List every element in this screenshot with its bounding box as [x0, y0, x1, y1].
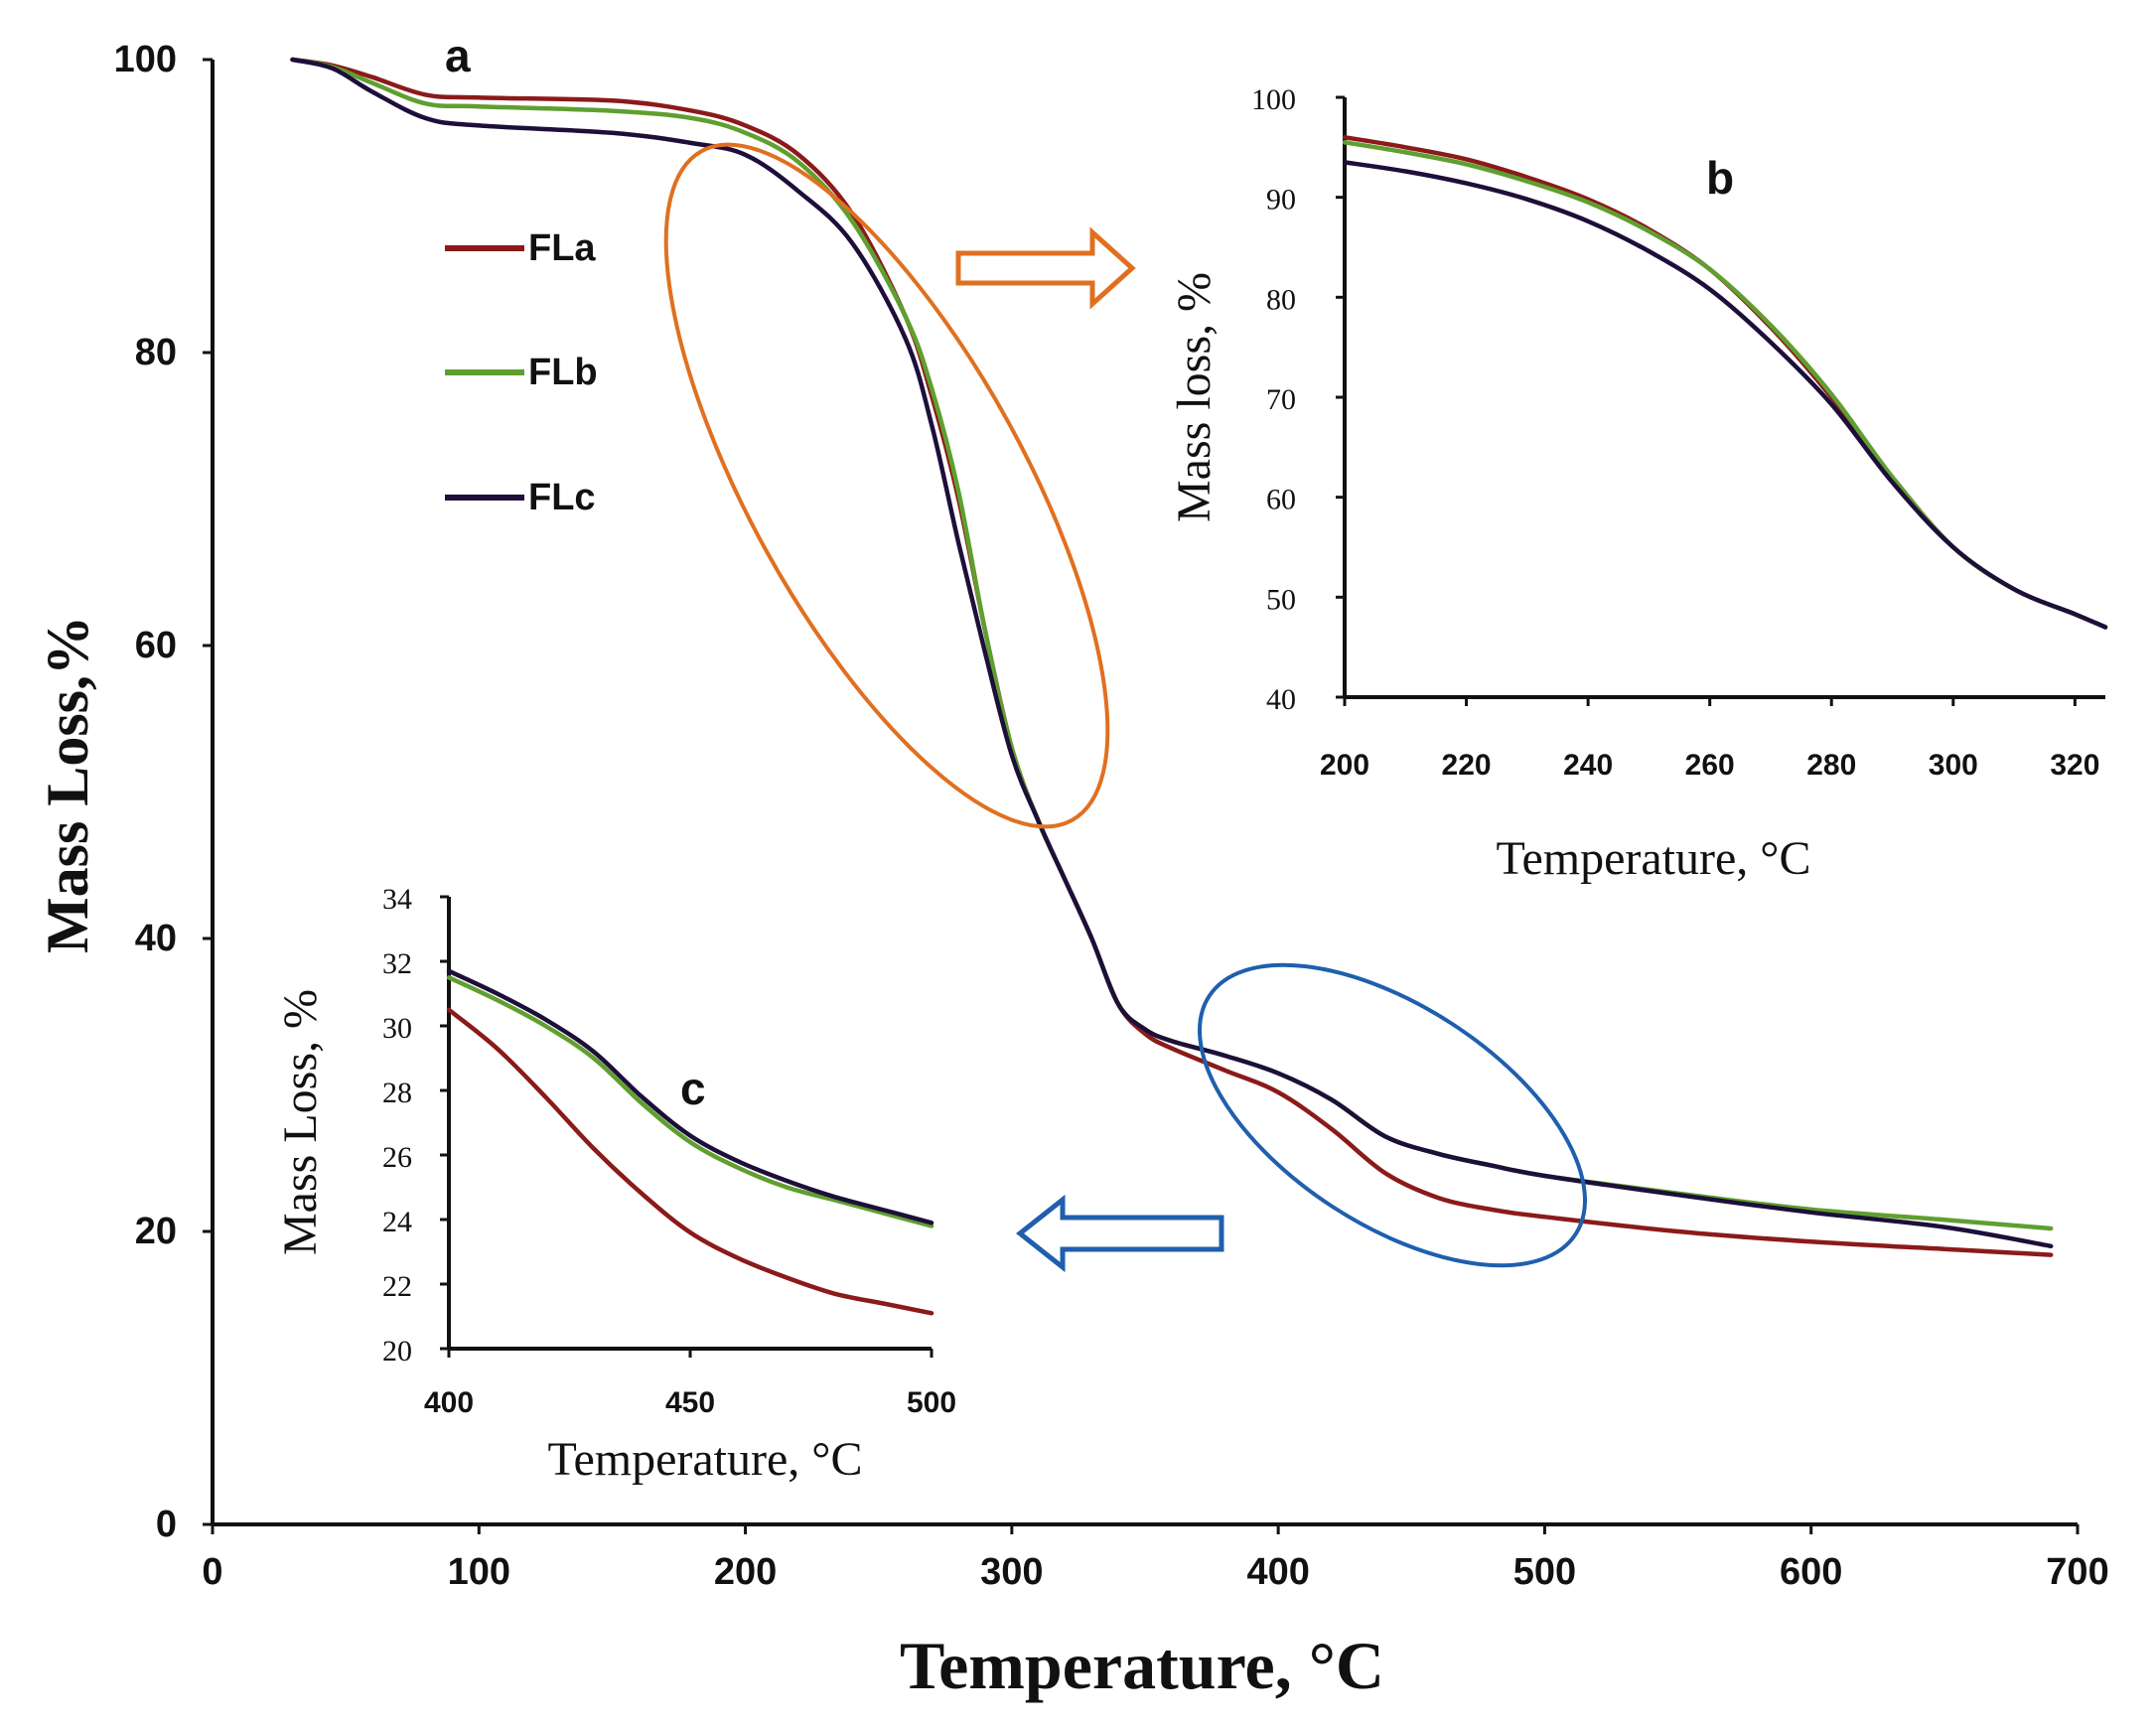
x-tick-label: 0 — [202, 1551, 222, 1593]
series-line-flb — [446, 975, 934, 1228]
legend: FLa FLb FLc — [445, 227, 598, 518]
legend-label-fla: FLa — [528, 227, 596, 269]
y-tick-label: 40 — [1266, 683, 1296, 716]
y-tick-label: 24 — [382, 1206, 412, 1238]
inset-c-series-group — [446, 968, 934, 1316]
x-tick-label: 450 — [665, 1386, 715, 1419]
y-tick-label: 50 — [1266, 583, 1296, 616]
main-panel-label: a — [445, 30, 471, 81]
x-tick-label: 260 — [1685, 749, 1735, 782]
x-tick-label: 700 — [2046, 1551, 2108, 1593]
x-tick-label: 320 — [2050, 749, 2099, 782]
main-y-axis-title: Mass Loss,% — [35, 616, 100, 953]
y-tick-label: 70 — [1266, 383, 1296, 416]
x-tick-label: 100 — [448, 1551, 510, 1593]
x-tick-label: 300 — [1929, 749, 1978, 782]
inset-plot-c: 400 450 500 20 22 24 26 28 30 32 34 c Temperature… — [274, 883, 956, 1486]
inset-b-background — [1346, 99, 2105, 695]
blue-arrow-icon — [1015, 1194, 1224, 1273]
inset-b-panel-label: b — [1706, 152, 1734, 204]
y-tick-label: 60 — [135, 625, 177, 666]
x-tick-label: 300 — [980, 1551, 1043, 1593]
y-tick-label: 20 — [382, 1335, 412, 1368]
inset-c-background — [449, 899, 931, 1346]
y-tick-label: 0 — [156, 1504, 177, 1545]
x-tick-label: 220 — [1442, 749, 1492, 782]
inset-c-x-ticks: 400 450 500 — [424, 1349, 956, 1419]
orange-highlight-ellipse — [663, 142, 1110, 829]
series-line-flc — [290, 57, 2054, 1249]
blue-highlight-ellipse — [1198, 962, 1587, 1268]
y-tick-label: 30 — [382, 1012, 412, 1045]
x-tick-label: 500 — [907, 1386, 956, 1419]
main-plot-a: 0 100 200 300 400 500 600 700 0 20 40 60 80 100 a Te… — [35, 30, 2109, 1703]
inset-c-panel-label: c — [680, 1063, 706, 1114]
y-tick-label: 90 — [1266, 184, 1296, 216]
inset-b-x-ticks: 200 220 240 260 280 300 320 — [1320, 697, 2099, 782]
x-tick-label: 400 — [1246, 1551, 1309, 1593]
y-tick-label: 80 — [135, 332, 177, 373]
orange-arrow-icon — [955, 226, 1136, 310]
y-tick-label: 20 — [135, 1211, 177, 1252]
x-tick-label: 280 — [1806, 749, 1856, 782]
x-tick-label: 400 — [424, 1386, 474, 1419]
legend-label-flb: FLb — [528, 352, 598, 393]
series-line-fla — [446, 1007, 934, 1316]
x-tick-label: 500 — [1513, 1551, 1576, 1593]
y-tick-label: 100 — [1251, 83, 1296, 116]
y-tick-label: 100 — [114, 39, 177, 80]
series-line-flc — [1342, 160, 2108, 630]
y-tick-label: 32 — [382, 947, 412, 980]
x-tick-label: 240 — [1563, 749, 1613, 782]
y-tick-label: 80 — [1266, 283, 1296, 316]
x-tick-label: 600 — [1780, 1551, 1842, 1593]
inset-c-y-ticks: 20 22 24 26 28 30 32 34 — [382, 883, 449, 1368]
series-line-flc — [446, 968, 934, 1225]
main-x-axis-title: Temperature, °C — [900, 1628, 1384, 1703]
y-tick-label: 28 — [382, 1077, 412, 1109]
main-x-ticks: 0 100 200 300 400 500 600 700 — [202, 1524, 2109, 1593]
y-tick-label: 60 — [1266, 484, 1296, 516]
x-tick-label: 200 — [714, 1551, 777, 1593]
y-tick-label: 26 — [382, 1141, 412, 1174]
inset-c-y-axis-title: Mass Loss, % — [274, 989, 327, 1255]
main-plot-axes — [211, 60, 2078, 1526]
y-tick-label: 40 — [135, 918, 177, 959]
y-tick-label: 22 — [382, 1270, 412, 1303]
x-tick-label: 200 — [1320, 749, 1369, 782]
y-tick-label: 34 — [382, 883, 412, 916]
inset-b-y-ticks: 40 50 60 70 80 90 100 — [1251, 83, 1345, 716]
main-series-group — [290, 57, 2054, 1257]
inset-b-y-axis-title: Mass loss, % — [1168, 272, 1221, 522]
legend-label-flc: FLc — [528, 477, 596, 518]
main-y-ticks: 0 20 40 60 80 100 — [114, 39, 213, 1545]
inset-c-x-axis-title: Temperature, °C — [547, 1433, 862, 1486]
inset-b-series-group — [1342, 135, 2108, 630]
inset-b-x-axis-title: Temperature, °C — [1496, 832, 1810, 885]
